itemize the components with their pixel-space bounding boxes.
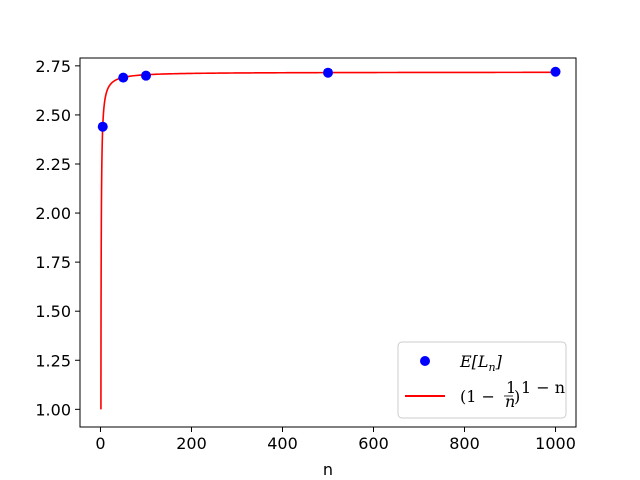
legend-line-label: (1 − <box>460 387 495 406</box>
legend-line-exp: 1 − n <box>521 378 565 397</box>
y-tick-label: 2.75 <box>35 57 71 76</box>
y-tick-label: 1.50 <box>35 302 71 321</box>
data-point <box>98 122 108 132</box>
y-tick-label: 2.25 <box>35 155 71 174</box>
x-tick-label: 600 <box>358 434 389 453</box>
x-tick-label: 1000 <box>535 434 576 453</box>
legend-scatter-label: E[Ln] <box>459 352 503 374</box>
legend-scatter-marker <box>420 356 430 366</box>
y-tick-label: 1.75 <box>35 253 71 272</box>
y-tick-label: 2.00 <box>35 204 71 223</box>
legend-line-close: ) <box>514 387 520 406</box>
data-point <box>141 71 151 81</box>
data-point <box>118 73 128 83</box>
legend: E[Ln] (1 − 1 n ) 1 − n <box>398 342 566 418</box>
y-axis: 1.00 1.25 1.50 1.75 2.00 2.25 2.50 2.75 <box>35 57 80 419</box>
x-axis: 0 200 400 600 800 1000 <box>95 427 575 453</box>
y-tick-label: 1.25 <box>35 351 71 370</box>
y-tick-label: 1.00 <box>35 400 71 419</box>
y-tick-label: 2.50 <box>35 106 71 125</box>
data-point <box>323 68 333 78</box>
x-tick-label: 200 <box>176 434 207 453</box>
data-point <box>551 67 561 77</box>
x-tick-label: 400 <box>267 434 298 453</box>
x-axis-label: n <box>323 460 333 479</box>
x-tick-label: 0 <box>95 434 105 453</box>
x-tick-label: 800 <box>449 434 480 453</box>
